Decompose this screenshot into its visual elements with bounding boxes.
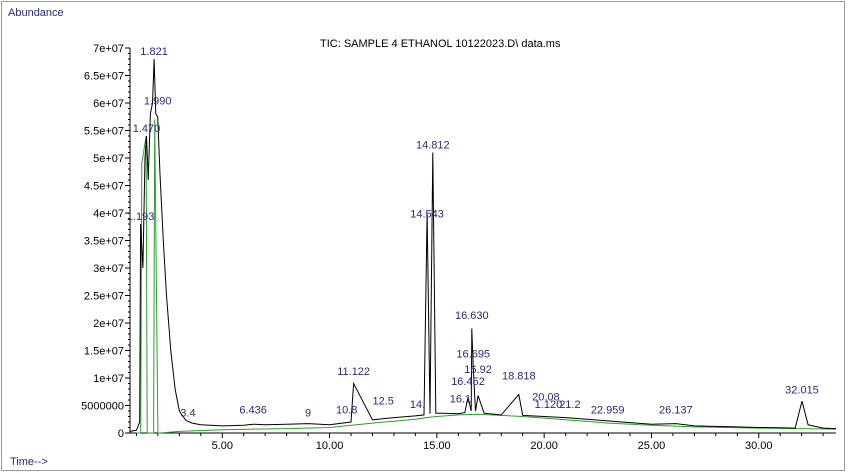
peak-label: 1.193: [127, 211, 155, 223]
peak-label: 21.2: [559, 399, 580, 411]
peak-label: 16.452: [451, 376, 485, 388]
peak-label: 26.137: [659, 405, 693, 417]
peak-label: 11.122: [337, 366, 370, 378]
peak-label: 22.959: [591, 405, 625, 417]
y-tick-label: 0: [118, 428, 124, 440]
peak-label: 1.120: [535, 399, 563, 411]
peak-label: 1.821: [140, 46, 168, 58]
x-tick-label: 25.00: [638, 440, 666, 452]
y-tick-label: 2.5e+07: [84, 291, 124, 303]
y-tick-label: 5000000: [81, 401, 124, 413]
x-tick-label: 30.00: [745, 440, 773, 452]
x-tick-label: 15.00: [423, 440, 451, 452]
baseline-line: [136, 119, 837, 434]
peak-labels: 1.821 1.990 1.470 1.193 14.812 14.543 16.630 16…: [127, 46, 819, 419]
y-tick-label: 6e+07: [93, 98, 124, 110]
y-tick-label: 4e+07: [93, 208, 124, 220]
x-tick-label: 5.00: [212, 440, 233, 452]
y-tick-label: 3.5e+07: [84, 236, 124, 248]
peak-label: 3.4: [180, 407, 195, 419]
peak-label: 16.92: [464, 364, 492, 376]
baseline-integration: [136, 119, 837, 434]
tic-trace: [129, 58, 837, 432]
peak-label: 6.436: [239, 405, 267, 417]
chart-title: TIC: SAMPLE 4 ETHANOL 10122023.D\ data.m…: [320, 38, 561, 50]
peak-label: 16.1: [450, 394, 471, 406]
y-tick-label: 1e+07: [93, 373, 124, 385]
axes: 0 5000000 1e+07 1.5e+07 2e+07 2.5e+07 3e+07 3.5…: [81, 43, 836, 452]
peak-label: 10.8: [336, 405, 357, 417]
peak-label: 16.630: [455, 310, 489, 322]
peak-label: 1.990: [144, 96, 172, 108]
x-tick-label: 10.00: [316, 440, 344, 452]
peak-label: 32.015: [785, 384, 819, 396]
y-tick-label: 3e+07: [93, 263, 124, 275]
peak-label: 14.: [410, 399, 425, 411]
peak-label: 14.812: [416, 140, 450, 152]
y-tick-label: 4.5e+07: [84, 181, 124, 193]
peak-label: 9: [305, 407, 311, 419]
peak-label: 12.5: [373, 395, 394, 407]
y-tick-label: 1.5e+07: [84, 346, 124, 358]
y-axis-title: Abundance: [8, 7, 64, 19]
x-axis-title: Time-->: [10, 456, 48, 468]
peak-label: 18.818: [502, 371, 536, 383]
peak-label: 20.08: [532, 391, 560, 403]
peak-label: 14.543: [410, 208, 444, 220]
tic-line: [129, 58, 837, 432]
y-tick-label: 7e+07: [93, 43, 124, 55]
y-tick-label: 6.5e+07: [84, 71, 124, 83]
y-tick-label: 5e+07: [93, 153, 124, 165]
y-tick-label: 2e+07: [93, 318, 124, 330]
peak-label: 1.470: [133, 123, 161, 135]
peak-label: 16.695: [456, 349, 490, 361]
x-tick-label: 20.00: [530, 440, 558, 452]
y-tick-label: 5.5e+07: [84, 126, 124, 138]
